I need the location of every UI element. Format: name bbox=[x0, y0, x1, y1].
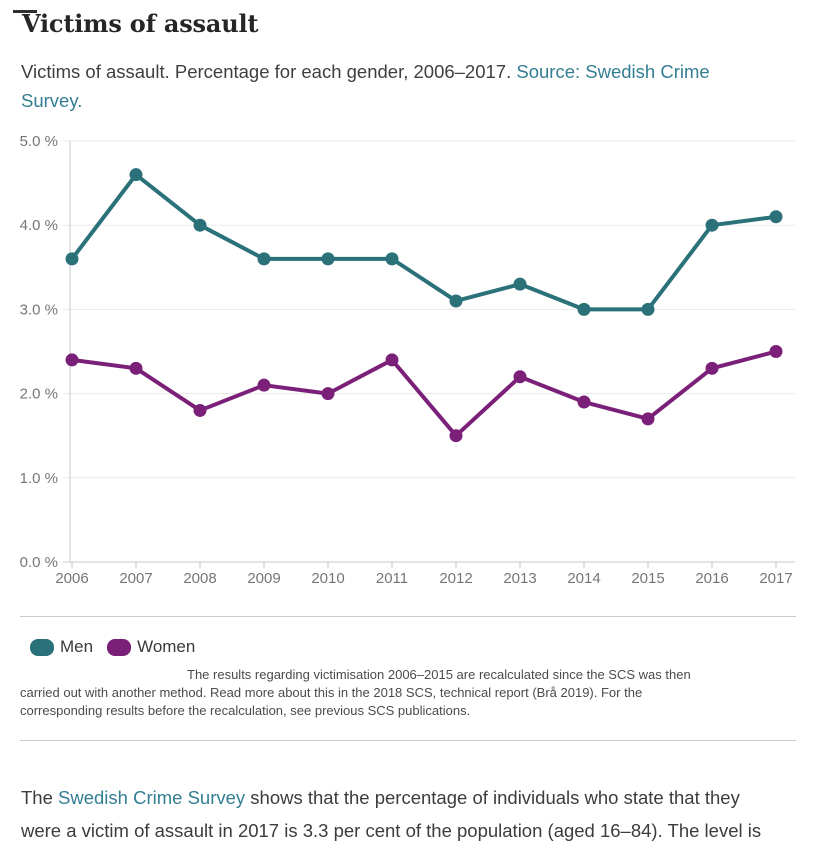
svg-text:2008: 2008 bbox=[183, 570, 216, 587]
svg-text:1.0 %: 1.0 % bbox=[20, 470, 58, 487]
svg-text:2015: 2015 bbox=[631, 570, 664, 587]
data-point-men-2013[interactable] bbox=[513, 277, 527, 291]
svg-text:3.0 %: 3.0 % bbox=[20, 301, 58, 318]
series-line-women bbox=[70, 349, 778, 438]
legend-label-women: Women bbox=[137, 637, 196, 656]
svg-text:5.0 %: 5.0 % bbox=[20, 133, 58, 150]
data-point-men-2008[interactable] bbox=[193, 218, 207, 232]
svg-text:0.0 %: 0.0 % bbox=[20, 554, 58, 571]
scs-link[interactable]: Swedish Crime Survey bbox=[58, 787, 246, 808]
data-point-women-2009[interactable] bbox=[257, 378, 271, 392]
men-series-swatch bbox=[30, 638, 54, 656]
page-title: Victims of assault bbox=[22, 9, 259, 38]
data-point-women-2008[interactable] bbox=[193, 403, 207, 417]
data-point-men-2017[interactable] bbox=[769, 210, 783, 224]
legend-item-women[interactable]: Women bbox=[107, 637, 195, 657]
data-point-women-2011[interactable] bbox=[385, 353, 399, 367]
svg-text:2014: 2014 bbox=[567, 570, 600, 587]
assault-chart[interactable]: 0.0 %1.0 %2.0 %3.0 %4.0 %5.0 %2006 2007 20… bbox=[20, 120, 796, 590]
series-line-men bbox=[70, 172, 778, 312]
svg-text:2012: 2012 bbox=[439, 570, 472, 587]
chart-legend: Men Women bbox=[30, 637, 796, 657]
data-point-women-2013[interactable] bbox=[513, 370, 527, 384]
data-point-men-2006[interactable] bbox=[65, 252, 79, 266]
series-points-men bbox=[65, 168, 783, 316]
svg-text:2010: 2010 bbox=[311, 570, 344, 587]
data-point-women-2010[interactable] bbox=[321, 387, 335, 401]
svg-text:2013: 2013 bbox=[503, 570, 536, 587]
divider-above-text bbox=[20, 740, 796, 741]
data-point-women-2016[interactable] bbox=[705, 361, 719, 375]
y-gridlines bbox=[63, 140, 795, 563]
data-point-men-2010[interactable] bbox=[321, 252, 335, 266]
y-axis-labels: 0.0 % 1.0 % 2.0 % 3.0 % 4.0 % 5.0 % bbox=[20, 133, 58, 571]
data-point-men-2012[interactable] bbox=[449, 294, 463, 308]
chart-subtitle-text: Victims of assault. Percentage for each … bbox=[21, 61, 517, 82]
data-point-men-2016[interactable] bbox=[705, 218, 719, 232]
data-point-men-2007[interactable] bbox=[129, 168, 143, 182]
svg-text:2007: 2007 bbox=[119, 570, 152, 587]
data-point-women-2007[interactable] bbox=[129, 361, 143, 375]
data-point-men-2015[interactable] bbox=[641, 302, 655, 316]
svg-text:2016: 2016 bbox=[695, 570, 728, 587]
svg-text:4.0 %: 4.0 % bbox=[20, 217, 58, 234]
article: Victims of assault Victims of assault. P… bbox=[0, 10, 816, 847]
legend-item-men[interactable]: Men bbox=[30, 637, 93, 657]
svg-text:2006: 2006 bbox=[55, 570, 88, 587]
chart-subtitle: Victims of assault. Percentage for each … bbox=[21, 57, 771, 115]
data-point-women-2006[interactable] bbox=[65, 353, 79, 367]
data-point-women-2012[interactable] bbox=[449, 429, 463, 443]
source-link[interactable]: Source: Swedish Crime Survey. bbox=[21, 61, 710, 111]
series-points-women bbox=[65, 345, 783, 443]
x-axis-labels: 2006 2007 2008 2009 2010 2011 2012 2013 2014 2015… bbox=[55, 570, 792, 587]
women-series-swatch bbox=[107, 638, 132, 656]
data-point-men-2011[interactable] bbox=[385, 252, 399, 266]
svg-text:2.0 %: 2.0 % bbox=[20, 386, 58, 403]
divider-above-legend bbox=[20, 616, 796, 617]
body-paragraph: The Swedish Crime Survey shows that the … bbox=[21, 787, 762, 841]
data-point-women-2017[interactable] bbox=[769, 345, 783, 358]
data-point-women-2015[interactable] bbox=[641, 412, 655, 426]
svg-text:2011: 2011 bbox=[376, 570, 408, 587]
legend-label-men: Men bbox=[60, 637, 94, 656]
svg-text:2009: 2009 bbox=[247, 570, 280, 587]
clipped-element-top bbox=[13, 10, 37, 13]
chart-footnote: The results regarding victimisation 2006… bbox=[20, 667, 691, 718]
data-point-women-2014[interactable] bbox=[577, 395, 591, 409]
data-point-men-2009[interactable] bbox=[257, 252, 271, 266]
data-point-men-2014[interactable] bbox=[577, 302, 591, 316]
x-axis-ticks bbox=[71, 562, 777, 568]
svg-text:2017: 2017 bbox=[759, 570, 792, 587]
